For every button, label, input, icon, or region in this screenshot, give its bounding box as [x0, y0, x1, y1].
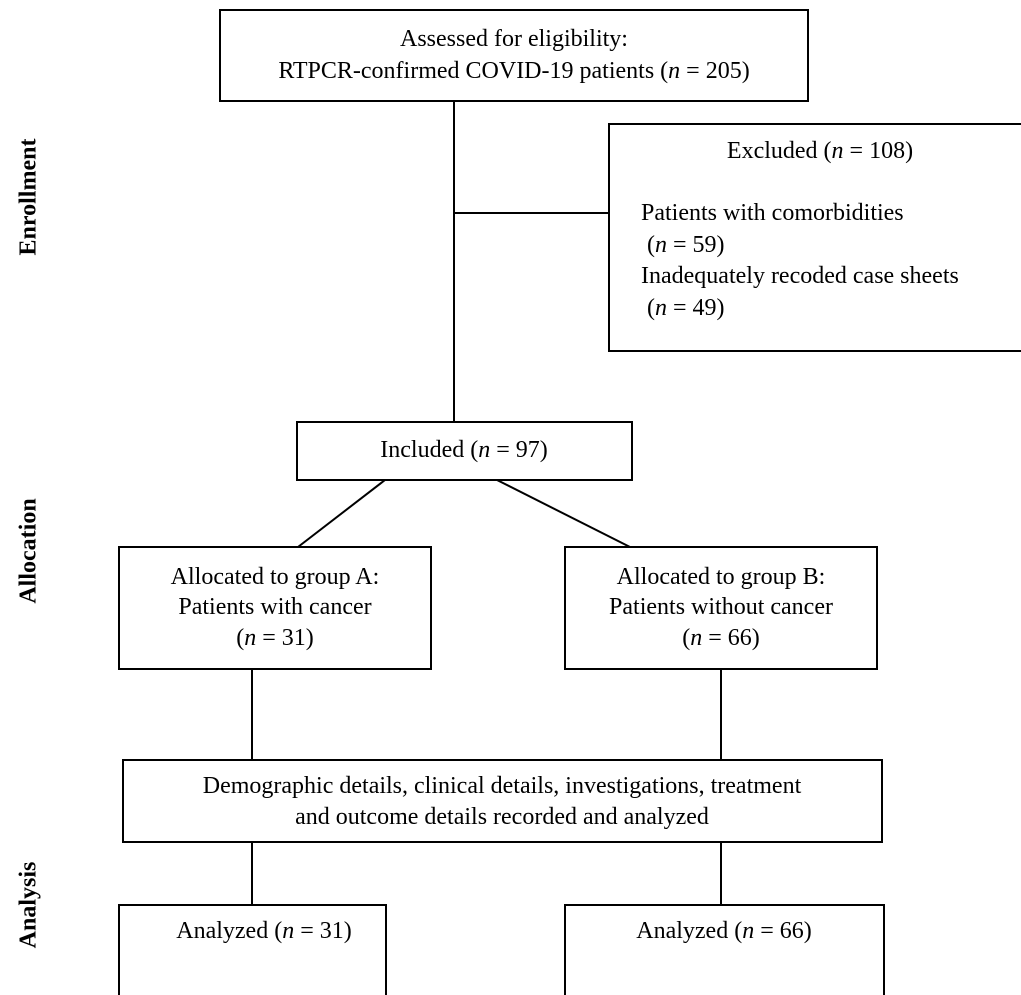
node-box: Analyzed (n = 66): [564, 904, 885, 995]
box: [296, 421, 633, 481]
variable: n: [655, 295, 667, 321]
text-segment: (: [682, 625, 690, 651]
box: [118, 546, 432, 670]
box: [219, 9, 809, 102]
text-segment: = 31): [256, 625, 314, 651]
text-segment: = 31): [294, 918, 352, 944]
box-text-line: Allocated to group B:: [617, 564, 826, 590]
text-segment: (: [641, 295, 655, 321]
text-segment: Analyzed (: [636, 918, 742, 944]
connectors: [251, 101, 722, 905]
variable: n: [832, 138, 844, 164]
box-text-line: Demographic details, clinical details, i…: [203, 773, 802, 799]
box-text-line: Inadequately recoded case sheets: [641, 263, 959, 289]
variable: n: [478, 437, 490, 463]
box-text-line: (n = 31): [236, 625, 314, 651]
text-segment: = 49): [667, 295, 725, 321]
box-text-line: and outcome details recorded and analyze…: [295, 804, 709, 830]
text-segment: Inadequately recoded case sheets: [641, 263, 959, 289]
text-segment: and outcome details recorded and analyze…: [295, 804, 709, 830]
connector: [496, 479, 631, 548]
side-label: Allocation: [16, 498, 42, 603]
variable: n: [282, 918, 294, 944]
text-segment: (: [236, 625, 244, 651]
box: [564, 904, 885, 995]
box-text-line: Patients without cancer: [609, 594, 833, 620]
text-segment: Patients with cancer: [178, 594, 371, 620]
text-segment: = 59): [667, 232, 725, 258]
text-segment: = 66): [754, 918, 812, 944]
text-segment: = 205): [680, 58, 750, 84]
variable: n: [655, 232, 667, 258]
node-box: Allocated to group B: Patients without ca…: [564, 546, 878, 670]
box-text-line: (n = 49): [641, 295, 725, 321]
node-box: Assessed for eligibility: RTPCR-confirmed…: [219, 9, 809, 102]
text-segment: = 108): [844, 138, 914, 164]
variable: n: [690, 625, 702, 651]
text-segment: Excluded (: [727, 138, 832, 164]
variable: n: [668, 58, 680, 84]
box-text-line: (n = 59): [641, 232, 725, 258]
connector: [297, 479, 386, 548]
text-segment: Patients without cancer: [609, 594, 833, 620]
box-text-line: Included (n = 97): [380, 437, 548, 463]
text-segment: Included (: [380, 437, 478, 463]
text-segment: Patients with comorbidities: [641, 200, 904, 226]
text-segment: Allocated to group B:: [617, 564, 826, 590]
text-segment: = 97): [490, 437, 548, 463]
node-box: Excluded (n = 108)Patients with comorbid…: [608, 123, 1021, 352]
variable: n: [742, 918, 754, 944]
text-segment: Allocated to group A:: [171, 564, 380, 590]
box-text-line: Excluded (n = 108): [727, 138, 913, 164]
box: [608, 123, 1021, 352]
node-box: Analyzed (n = 31): [118, 904, 387, 995]
box-text-line: Analyzed (n = 31): [176, 918, 351, 944]
text-segment: RTPCR-confirmed COVID-19 patients (: [278, 58, 668, 84]
node-box: Demographic details, clinical details, i…: [122, 759, 883, 843]
box-text-line: Patients with cancer: [178, 594, 371, 620]
text-segment: Demographic details, clinical details, i…: [203, 773, 802, 799]
text-segment: (: [641, 232, 655, 258]
box-text-line: (n = 66): [682, 625, 760, 651]
box-text-line: Patients with comorbidities: [641, 200, 904, 226]
box-text-line: Analyzed (n = 66): [636, 918, 811, 944]
text-segment: Analyzed (: [176, 918, 282, 944]
box: [118, 904, 387, 995]
box-text-line: Allocated to group A:: [171, 564, 380, 590]
box-text-line: RTPCR-confirmed COVID-19 patients (n = 2…: [278, 58, 749, 84]
box-text-line: Assessed for eligibility:: [400, 26, 628, 52]
node-box: Included (n = 97): [296, 421, 633, 481]
side-label: Enrollment: [16, 139, 42, 256]
node-box: Allocated to group A: Patients with cance…: [118, 546, 432, 670]
box: [122, 759, 883, 843]
text-segment: = 66): [702, 625, 760, 651]
box: [564, 546, 878, 670]
variable: n: [244, 625, 256, 651]
text-segment: Assessed for eligibility:: [400, 26, 628, 52]
side-label: Analysis: [16, 862, 42, 949]
